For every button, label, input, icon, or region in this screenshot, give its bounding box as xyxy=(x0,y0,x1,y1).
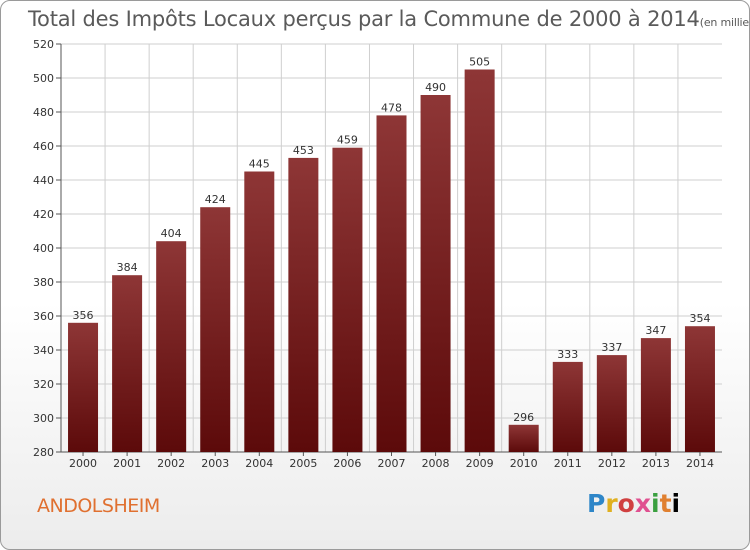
bar-2012 xyxy=(596,355,627,452)
logo-letter: r xyxy=(605,489,618,518)
bar-2010 xyxy=(508,424,539,452)
data-label-2000: 356 xyxy=(73,309,94,322)
x-tick-label: 2014 xyxy=(686,457,714,470)
y-tick-label: 420 xyxy=(33,208,54,221)
x-tick-label: 2000 xyxy=(69,457,97,470)
data-label-2012: 337 xyxy=(601,341,622,354)
bars xyxy=(68,69,715,453)
x-tick-label: 2013 xyxy=(642,457,670,470)
data-labels: 356 384 404 424 445 453 459 478 490 505 296 333 337 3… xyxy=(73,56,711,424)
bar-2006 xyxy=(332,147,363,452)
data-label-2010: 296 xyxy=(513,411,534,424)
y-tick-label: 440 xyxy=(33,174,54,187)
logo-letter: t xyxy=(659,489,672,518)
data-label-2005: 453 xyxy=(293,144,314,157)
bar-2013 xyxy=(640,338,671,452)
logo-letter: x xyxy=(634,489,651,518)
chart-unit: (en milliers d'€) xyxy=(699,16,749,29)
bar-2005 xyxy=(288,157,319,452)
data-label-2007: 478 xyxy=(381,101,402,114)
y-tick-label: 400 xyxy=(33,242,54,255)
x-tick-label: 2008 xyxy=(422,457,450,470)
data-label-2013: 347 xyxy=(645,324,666,337)
y-tick-label: 360 xyxy=(33,310,54,323)
x-tick-label: 2006 xyxy=(333,457,361,470)
logo-letter: P xyxy=(587,489,606,518)
y-tick-label: 300 xyxy=(33,412,54,425)
bar-2001 xyxy=(112,275,143,452)
x-tick-label: 2012 xyxy=(598,457,626,470)
bar-2000 xyxy=(68,322,99,452)
data-label-2002: 404 xyxy=(161,227,182,240)
y-tick-label: 380 xyxy=(33,276,54,289)
bar-2003 xyxy=(200,207,231,452)
y-tick-label: 280 xyxy=(33,446,54,459)
y-tick-label: 320 xyxy=(33,378,54,391)
commune-name: ANDOLSHEIM xyxy=(37,495,160,517)
chart-title: Total des Impôts Locaux perçus par la Co… xyxy=(28,7,749,31)
x-tick-label: 2004 xyxy=(245,457,273,470)
bar-2007 xyxy=(376,115,407,453)
x-tick-label: 2003 xyxy=(201,457,229,470)
x-tick-label: 2005 xyxy=(289,457,317,470)
bar-2009 xyxy=(464,69,495,452)
logo-letter: i xyxy=(671,489,681,518)
proxiti-logo[interactable]: Proxiti xyxy=(587,489,680,518)
data-label-2006: 459 xyxy=(337,134,358,147)
data-label-2009: 505 xyxy=(469,56,490,69)
logo-letter: i xyxy=(651,489,660,518)
y-tick-label: 480 xyxy=(33,106,54,119)
logo-letter: o xyxy=(617,489,635,518)
data-label-2008: 490 xyxy=(425,81,446,94)
data-label-2014: 354 xyxy=(689,312,710,325)
data-label-2003: 424 xyxy=(205,193,226,206)
x-tick-label: 2007 xyxy=(378,457,406,470)
y-tick-label: 500 xyxy=(33,72,54,85)
y-tick-label: 520 xyxy=(33,38,54,51)
y-tick-label: 460 xyxy=(33,140,54,153)
bar-2011 xyxy=(552,361,583,452)
x-tick-label: 2009 xyxy=(466,457,494,470)
bar-2002 xyxy=(156,241,187,452)
x-tick-label: 2011 xyxy=(554,457,582,470)
x-tick-label: 2002 xyxy=(157,457,185,470)
bar-2008 xyxy=(420,95,451,452)
bar-2004 xyxy=(244,171,275,452)
data-label-2001: 384 xyxy=(117,261,138,274)
x-tick-label: 2001 xyxy=(113,457,141,470)
y-tick-label: 340 xyxy=(33,344,54,357)
chart-title-text: Total des Impôts Locaux perçus par la Co… xyxy=(28,7,700,31)
x-tick-label: 2010 xyxy=(510,457,538,470)
bar-2014 xyxy=(684,326,715,452)
data-label-2004: 445 xyxy=(249,158,270,171)
data-label-2011: 333 xyxy=(557,348,578,361)
